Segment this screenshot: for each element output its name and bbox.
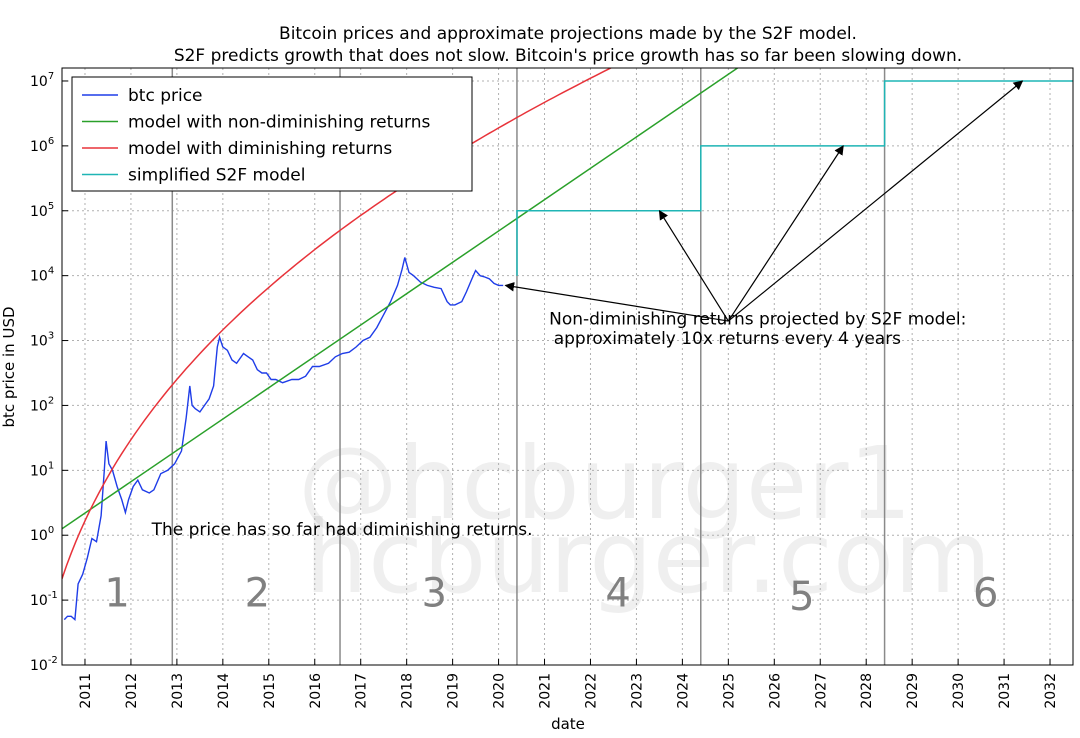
x-tick-label: 2015 [262, 673, 278, 709]
x-tick-label: 2016 [308, 673, 324, 709]
x-tick-label: 2032 [1043, 673, 1059, 709]
plot-frame [61, 67, 1074, 666]
y-tick-label: 103 [30, 331, 54, 350]
chart-title: Bitcoin prices and approximate projectio… [279, 24, 857, 44]
x-tick-label: 2029 [905, 673, 921, 709]
x-tick-label: 2026 [767, 673, 783, 709]
legend: btc price model with non-diminishing retu… [71, 76, 473, 192]
x-tick-label: 2017 [354, 673, 370, 709]
watermark-site: hcburger.com [305, 499, 992, 616]
series-group [62, 68, 1073, 622]
series-s2f [516, 80, 1073, 276]
y-axis-label: btc price in USD [0, 306, 18, 427]
y-tick-label: 105 [30, 201, 54, 220]
y-tick-label: 101 [30, 460, 54, 479]
y-tick-label: 10-2 [30, 655, 58, 674]
y-axis: 10-2 10-1 100 101 102 103 104 105 106 107 [30, 71, 68, 674]
era-label: 3 [422, 571, 447, 617]
era-label: 5 [789, 574, 814, 620]
legend-label: simplified S2F model [128, 166, 305, 186]
x-tick-label: 2013 [170, 673, 186, 709]
series-model_dim [62, 68, 613, 579]
x-tick-label: 2023 [629, 673, 645, 709]
x-tick-label: 2014 [216, 673, 232, 709]
x-axis: 2011 2012 2013 2014 2015 2016 2017 2018 2019 2020… [78, 659, 1059, 709]
x-tick-label: 2027 [813, 673, 829, 709]
era-label: 6 [973, 571, 998, 617]
annotation-text: The price has so far had diminishing ret… [151, 520, 533, 540]
x-axis-label: date [551, 715, 585, 733]
x-tick-label: 2011 [78, 673, 94, 709]
x-tick-label: 2031 [997, 673, 1013, 709]
legend-label: model with diminishing returns [128, 139, 392, 159]
era-label: 1 [104, 571, 129, 617]
x-tick-label: 2024 [675, 673, 691, 709]
y-tick-label: 100 [30, 525, 54, 544]
legend-label: model with non-diminishing returns [128, 113, 430, 133]
era-labels: 1 2 3 4 5 6 [104, 571, 998, 620]
annotation-text: Non-diminishing returns projected by S2F… [549, 309, 966, 329]
watermark: @hcburger1 hcburger.com [298, 425, 992, 616]
x-tick-label: 2028 [859, 673, 875, 709]
y-tick-label: 107 [30, 71, 54, 90]
y-tick-label: 104 [30, 266, 54, 285]
y-tick-label: 102 [30, 395, 54, 414]
annotation-arrow [504, 282, 729, 322]
era-label: 2 [245, 571, 270, 617]
x-tick-label: 2019 [446, 673, 462, 709]
annotation-text: approximately 10x returns every 4 years [554, 329, 901, 349]
x-tick-label: 2021 [538, 673, 554, 709]
y-tick-label: 10-1 [30, 590, 58, 609]
x-tick-label: 2022 [583, 673, 599, 709]
series-model_nondim [62, 68, 738, 530]
x-tick-label: 2018 [400, 673, 416, 709]
watermark-handle: @hcburger1 [298, 425, 912, 542]
annotations: Non-diminishing returns projected by S2F… [151, 80, 1024, 540]
annotation-arrow [658, 209, 729, 322]
y-tick-label: 106 [30, 136, 54, 155]
legend-label: btc price [128, 86, 203, 106]
x-tick-label: 2020 [492, 673, 508, 709]
annotation-arrow [727, 145, 844, 322]
x-tick-label: 2030 [951, 673, 967, 709]
chart-subtitle: S2F predicts growth that does not slow. … [174, 46, 962, 66]
x-tick-label: 2012 [124, 673, 140, 709]
x-tick-label: 2025 [721, 673, 737, 709]
era-label: 4 [605, 571, 630, 617]
legend-box [71, 76, 473, 192]
annotation-arrow [727, 80, 1024, 322]
